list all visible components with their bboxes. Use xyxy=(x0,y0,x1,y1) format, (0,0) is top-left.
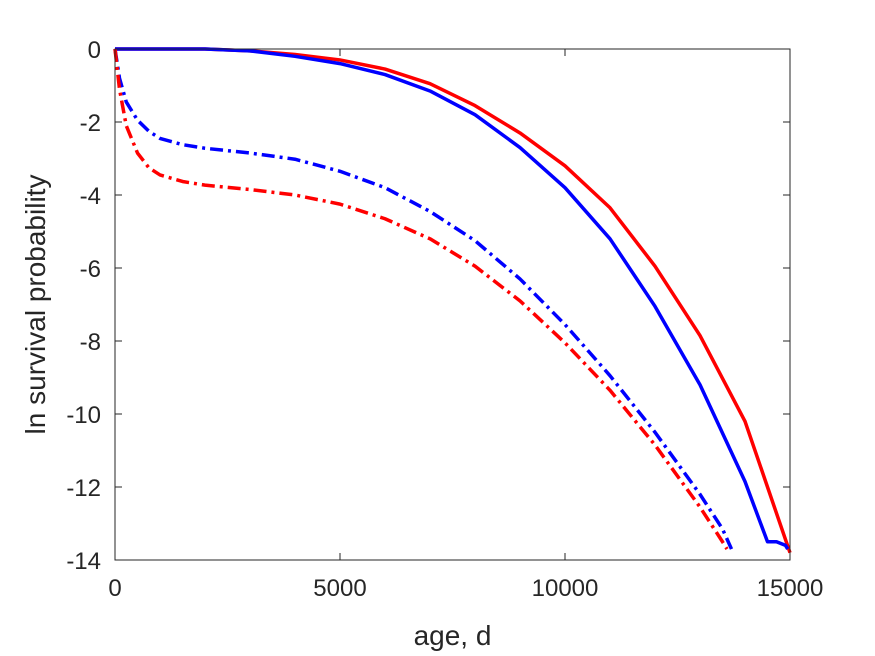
axes-box xyxy=(114,48,791,561)
series-line-4 xyxy=(113,48,729,550)
series-line-3 xyxy=(113,48,734,550)
y-tick-label: -8 xyxy=(80,329,101,356)
x-tick-label: 5000 xyxy=(313,575,366,602)
y-tick-label: -2 xyxy=(80,110,101,137)
plot-area xyxy=(115,49,790,560)
y-tick-label: -10 xyxy=(66,402,101,429)
x-tick-label: 10000 xyxy=(532,575,599,602)
tick-layer: 0 5000 10000 15000 0 -2 -4 -6 -8 -10 -12 -14 xyxy=(66,37,823,602)
x-tick-label: 0 xyxy=(108,575,121,602)
x-tick-label: 15000 xyxy=(757,575,824,602)
y-tick-label: -6 xyxy=(80,256,101,283)
y-tick-label: -4 xyxy=(80,183,101,210)
y-axis-label: ln survival probability xyxy=(20,175,51,435)
y-tick-label: 0 xyxy=(88,37,101,64)
series-line-2 xyxy=(115,47,790,550)
y-tick-label: -12 xyxy=(66,475,101,502)
axes-layer xyxy=(114,48,791,561)
y-tick-label: -14 xyxy=(66,548,101,575)
series-layer xyxy=(113,47,792,554)
x-axis-label: age, d xyxy=(414,620,492,651)
plot-background xyxy=(115,49,790,560)
